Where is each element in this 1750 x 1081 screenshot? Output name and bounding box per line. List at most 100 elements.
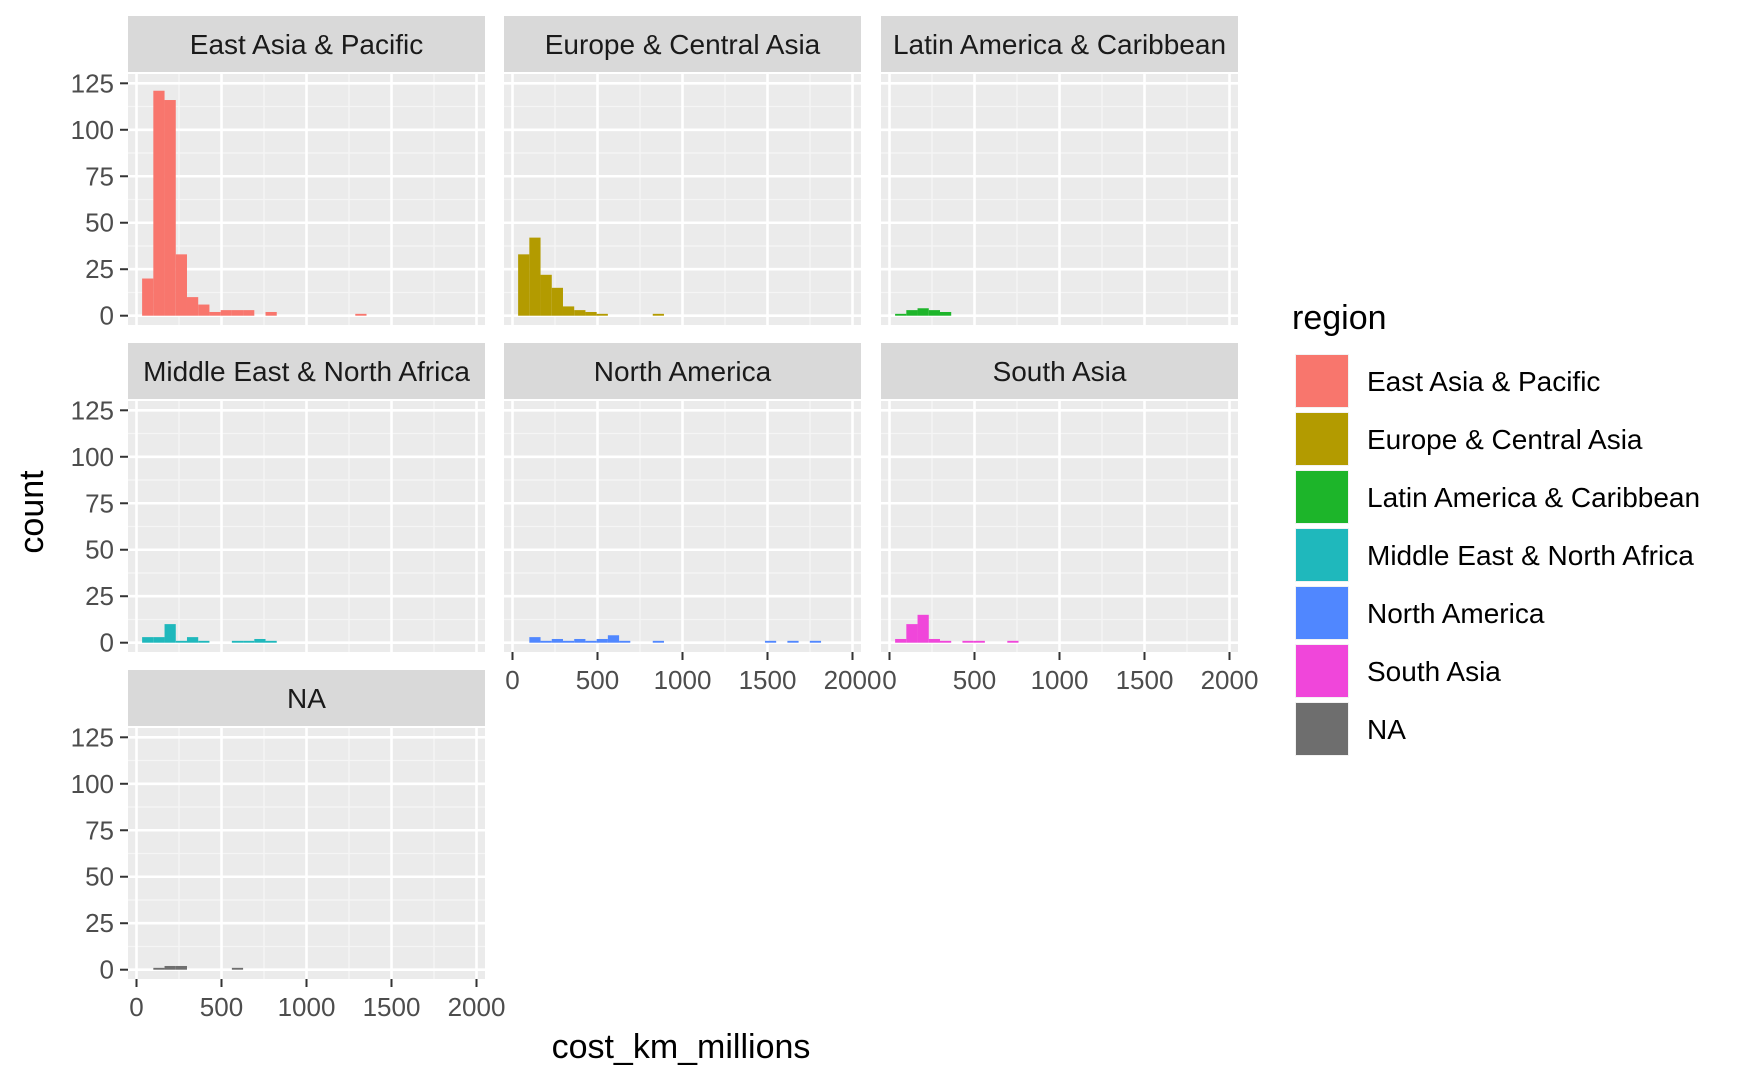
histogram-bar bbox=[596, 313, 608, 316]
x-tick-label: 0 bbox=[129, 992, 143, 1022]
x-tick-label: 500 bbox=[576, 665, 619, 695]
y-tick-label: 100 bbox=[71, 115, 114, 145]
histogram-bar bbox=[231, 640, 244, 643]
y-tick-label: 25 bbox=[85, 254, 114, 284]
facet-panel-south-asia: South Asia 0 500 1000 1500 2000 bbox=[881, 343, 1258, 695]
histogram-bar bbox=[529, 637, 541, 643]
facet-strip-label: Middle East & North Africa bbox=[143, 356, 470, 387]
histogram-bar bbox=[142, 278, 154, 316]
x-tick-label: 1000 bbox=[1031, 665, 1089, 695]
histogram-bar bbox=[142, 637, 154, 643]
legend-key-swatch bbox=[1296, 645, 1348, 697]
histogram-bar bbox=[265, 311, 277, 316]
legend-key-swatch bbox=[1296, 703, 1348, 755]
legend-item-middle-east-and-north-africa: Middle East & North Africa bbox=[1293, 526, 1694, 584]
histogram-bar bbox=[619, 640, 631, 643]
facet-strip bbox=[128, 670, 485, 726]
histogram-bar bbox=[198, 304, 210, 316]
y-tick-label: 125 bbox=[71, 722, 114, 752]
histogram-bar bbox=[585, 311, 597, 316]
histogram-bar bbox=[939, 640, 952, 643]
y-tick-label: 50 bbox=[85, 535, 114, 565]
facet-strip bbox=[504, 343, 861, 399]
histogram-bar bbox=[164, 624, 176, 643]
histogram-bar bbox=[917, 614, 929, 643]
histogram-bar bbox=[355, 313, 367, 316]
facet-panel-europe-and-central-asia: Europe & Central Asia bbox=[504, 16, 861, 325]
facet-strip bbox=[881, 343, 1238, 399]
histogram-bar bbox=[551, 287, 563, 316]
x-axis-title: cost_km_millions bbox=[552, 1028, 811, 1066]
histogram-bar bbox=[153, 90, 165, 316]
facet-panel-middle-east-and-north-africa: Middle East & North Africa 0 25 50 75 100 125 bbox=[71, 343, 485, 658]
facet-strip-label: Europe & Central Asia bbox=[545, 29, 821, 60]
x-tick-label: 1500 bbox=[363, 992, 421, 1022]
histogram-bar bbox=[787, 640, 799, 643]
histogram-bar bbox=[540, 640, 552, 643]
histogram-bar bbox=[585, 640, 597, 643]
legend: East Asia & Pacific Europe & Central Asia… bbox=[1293, 352, 1700, 758]
histogram-bar bbox=[895, 313, 907, 316]
histogram-bar bbox=[209, 311, 221, 316]
histogram-bar bbox=[562, 640, 575, 643]
legend-label: Latin America & Caribbean bbox=[1367, 482, 1700, 513]
x-tick-label: 2000 bbox=[824, 665, 882, 695]
facet-strip bbox=[128, 343, 485, 399]
legend-key-swatch bbox=[1296, 355, 1348, 407]
y-tick-label: 50 bbox=[85, 208, 114, 238]
x-tick-label: 1000 bbox=[278, 992, 336, 1022]
histogram-bar bbox=[198, 640, 210, 643]
legend-label: North America bbox=[1367, 598, 1545, 629]
facet-panel-na: NA 0 25 50 75 100 125 0 500 1000 1500 2000 bbox=[71, 670, 505, 1022]
facet-panel-latin-america-and-caribbean: Latin America & Caribbean bbox=[881, 16, 1238, 325]
facet-strip-label: North America bbox=[594, 356, 772, 387]
panels-layer: East Asia & Pacific 0 25 50 75 100 125 Europe &… bbox=[71, 16, 1258, 1022]
legend-label: NA bbox=[1367, 714, 1406, 745]
histogram-bar bbox=[540, 274, 552, 316]
x-tick-label: 0 bbox=[505, 665, 519, 695]
y-tick-label: 100 bbox=[71, 769, 114, 799]
histogram-bar bbox=[164, 100, 176, 316]
y-tick-label: 25 bbox=[85, 581, 114, 611]
legend-item-north-america: North America bbox=[1293, 584, 1545, 642]
legend-label: South Asia bbox=[1367, 656, 1501, 687]
facet-strip-label: NA bbox=[287, 683, 326, 714]
facet-strip-label: East Asia & Pacific bbox=[190, 29, 423, 60]
facet-panel-north-america: North America 0 500 1000 1500 2000 bbox=[504, 343, 881, 695]
facet-panel-east-asia-and-pacific: East Asia & Pacific 0 25 50 75 100 125 bbox=[71, 16, 485, 331]
y-tick-label: 0 bbox=[100, 628, 114, 658]
y-tick-label: 100 bbox=[71, 442, 114, 472]
legend-item-na: NA bbox=[1293, 700, 1406, 758]
legend-title: region bbox=[1292, 299, 1387, 337]
legend-key-swatch bbox=[1296, 413, 1348, 465]
histogram-bar bbox=[562, 306, 575, 316]
legend-label: East Asia & Pacific bbox=[1367, 366, 1600, 397]
y-axis-title: count bbox=[13, 470, 51, 554]
legend-item-south-asia: South Asia bbox=[1293, 642, 1501, 700]
histogram-bar bbox=[231, 967, 244, 970]
x-tick-label: 500 bbox=[200, 992, 243, 1022]
histogram-bar bbox=[243, 310, 255, 316]
histogram-bar bbox=[265, 640, 277, 643]
legend-label: Middle East & North Africa bbox=[1367, 540, 1694, 571]
y-tick-label: 125 bbox=[71, 395, 114, 425]
histogram-bar bbox=[973, 640, 985, 643]
histogram-bar bbox=[175, 640, 187, 643]
y-tick-label: 125 bbox=[71, 68, 114, 98]
histogram-bar bbox=[164, 965, 176, 970]
legend-item-europe-and-central-asia: Europe & Central Asia bbox=[1293, 410, 1643, 468]
histogram-bar bbox=[895, 638, 907, 643]
facet-strip bbox=[128, 16, 485, 72]
histogram-bar bbox=[928, 310, 940, 316]
histogram-bar bbox=[1007, 640, 1019, 643]
histogram-bar bbox=[186, 637, 199, 643]
histogram-bar bbox=[254, 638, 266, 643]
histogram-bar bbox=[243, 640, 255, 643]
legend-item-latin-america-and-caribbean: Latin America & Caribbean bbox=[1293, 468, 1700, 526]
histogram-bar bbox=[939, 311, 952, 316]
histogram-bar bbox=[906, 310, 918, 316]
y-tick-label: 75 bbox=[85, 488, 114, 518]
legend-key-swatch bbox=[1296, 529, 1348, 581]
histogram-bar bbox=[809, 640, 822, 643]
